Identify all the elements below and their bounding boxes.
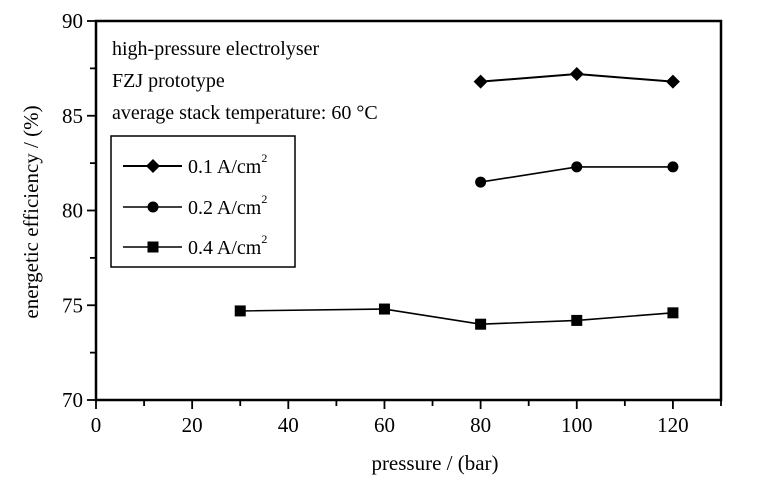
x-tick-label: 120 <box>657 413 689 437</box>
data-point-diamond <box>569 67 584 82</box>
legend-label-superscript: 2 <box>261 192 267 206</box>
y-tick-label: 85 <box>62 104 83 128</box>
y-tick-label: 75 <box>62 293 83 317</box>
x-tick-label: 60 <box>374 413 395 437</box>
data-point-circle <box>475 176 487 188</box>
x-tick-label: 100 <box>561 413 593 437</box>
legend-label-superscript: 2 <box>261 151 267 165</box>
legend-entry: 0.1 A/cm2 <box>123 151 267 178</box>
x-axis: 0 20 40 60 80 100 120 <box>91 400 722 437</box>
legend-marker-circle <box>147 201 159 213</box>
y-axis-title: energetic efficiency / (%) <box>19 105 43 318</box>
x-axis-title: pressure / (bar) <box>371 451 498 475</box>
series-circle <box>475 161 679 188</box>
series-square <box>234 303 679 330</box>
annotation-line-2: FZJ prototype <box>112 70 225 92</box>
legend-marker-square <box>147 241 159 253</box>
series-line <box>240 308 673 326</box>
data-point-square <box>667 307 679 319</box>
series-diamond <box>473 67 680 89</box>
legend-label-superscript: 2 <box>261 232 267 246</box>
data-point-square <box>378 303 390 315</box>
y-tick-label: 70 <box>62 388 83 412</box>
legend-label: 0.2 A/cm2 <box>188 192 267 219</box>
data-point-square <box>571 314 583 326</box>
x-tick-label: 40 <box>278 413 299 437</box>
series-layer <box>234 67 680 330</box>
data-point-diamond <box>473 74 488 89</box>
data-point-square <box>234 305 246 317</box>
legend: 0.1 A/cm2 0.2 A/cm2 0.4 A/cm2 <box>110 135 296 268</box>
y-tick-label: 90 <box>62 9 83 33</box>
legend-box <box>110 135 296 268</box>
annotation-line-3: average stack temperature: 60 °C <box>112 102 378 124</box>
x-tick-label: 20 <box>182 413 203 437</box>
legend-entry: 0.4 A/cm2 <box>123 232 267 259</box>
legend-label: 0.1 A/cm2 <box>188 151 267 178</box>
annotation-line-1: high-pressure electrolyser <box>112 38 319 60</box>
x-tick-label: 0 <box>91 413 102 437</box>
annotations: high-pressure electrolyser FZJ prototype… <box>112 38 378 124</box>
data-point-diamond <box>665 74 680 89</box>
y-axis: 70 75 80 85 90 <box>62 9 96 412</box>
data-point-circle <box>571 161 583 173</box>
x-tick-label: 80 <box>470 413 491 437</box>
data-point-square <box>475 318 487 330</box>
legend-label: 0.4 A/cm2 <box>188 232 267 259</box>
legend-marker-diamond <box>146 159 160 173</box>
data-point-circle <box>667 161 679 173</box>
y-tick-label: 80 <box>62 199 83 223</box>
legend-entry: 0.2 A/cm2 <box>123 192 267 219</box>
